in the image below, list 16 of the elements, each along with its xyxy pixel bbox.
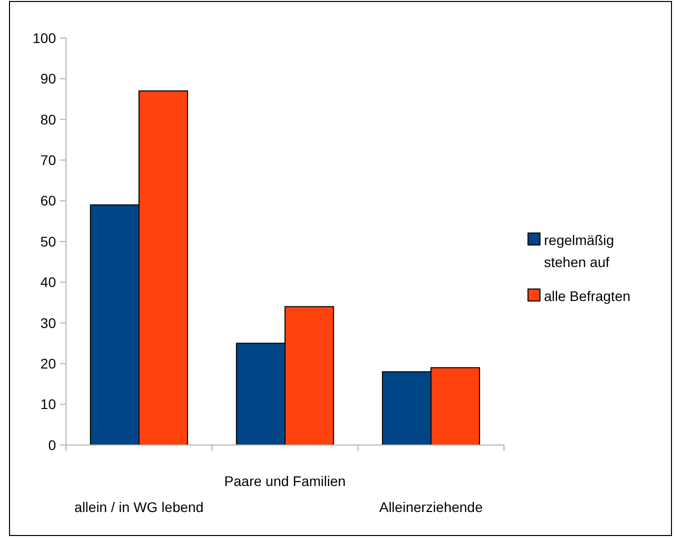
y-tick-label: 100 [32,30,56,46]
y-tick-label: 70 [40,152,56,168]
x-tick-label: Alleinerziehende [379,499,483,515]
legend-label: alle Befragten [544,288,630,304]
y-tick-label: 50 [40,233,56,250]
y-tick-label: 10 [40,396,56,412]
y-tick-label: 40 [40,274,56,290]
x-tick-label: Paare und Familien [224,473,346,489]
legend-label: regelmäßig stehen auf [544,232,614,270]
y-tick-label: 0 [48,436,56,453]
y-tick-label: 30 [40,314,56,331]
y-tick-label: 20 [40,356,56,372]
y-tick-label: 60 [40,192,56,209]
x-tick-label: allein / in WG lebend [74,499,204,515]
y-tick-label: 90 [40,70,56,87]
y-tick-label: 80 [40,111,56,128]
